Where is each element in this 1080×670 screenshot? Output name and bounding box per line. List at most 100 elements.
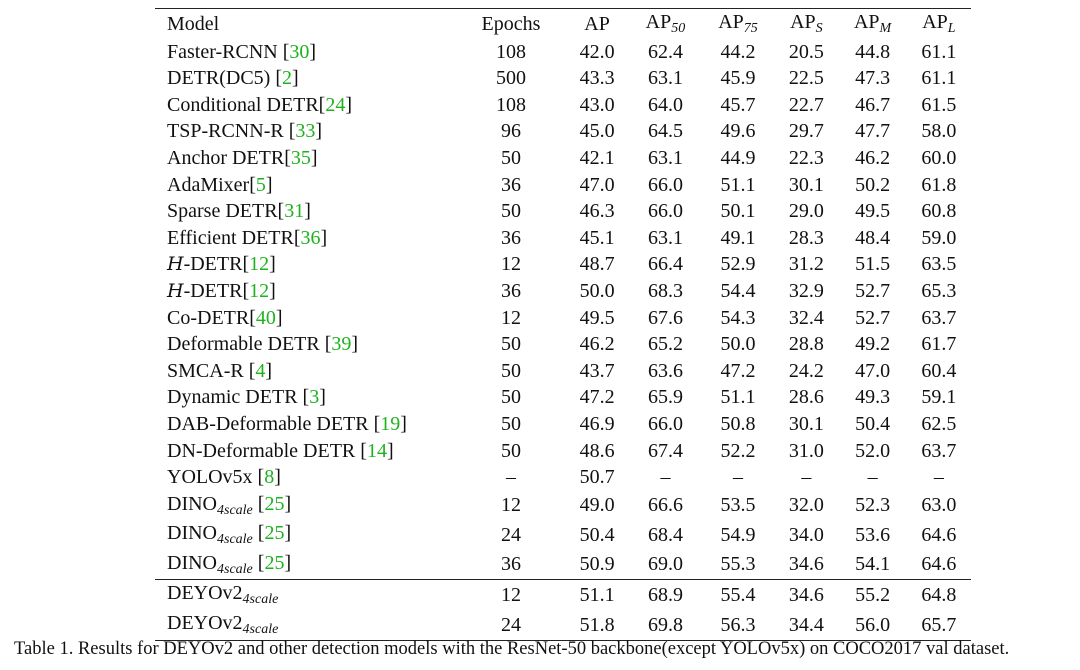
model-name: Sparse DETR [167, 200, 278, 223]
ap75-cell: 54.3 [720, 306, 756, 329]
apm-cell: 50.4 [855, 412, 891, 435]
table-row: Conditional DETR[24] 108 43.0 64.0 45.7 22.7 4… [155, 92, 971, 119]
apl-cell: – [933, 466, 944, 489]
model-name: DETR(DC5) [167, 67, 271, 90]
citation-link[interactable]: 2 [282, 67, 292, 90]
column-header-label: AP [645, 11, 672, 33]
ap75-cell: 52.2 [720, 439, 756, 462]
citation-link[interactable]: 35 [290, 146, 311, 169]
citation-link[interactable]: 5 [255, 173, 266, 196]
citation-link[interactable]: 12 [249, 253, 270, 276]
citation-link[interactable]: 40 [255, 306, 276, 329]
ap-cell: 43.0 [579, 93, 615, 116]
aps-cell: 34.6 [788, 583, 824, 606]
model-name-cell: DETR(DC5) [2] [155, 65, 457, 92]
apl-cell: 64.6 [921, 553, 957, 576]
table-row: SMCA-R [4] 50 43.7 63.6 47.2 24.2 47.0 60.4 [155, 358, 971, 385]
apm-cell: 54.1 [855, 553, 891, 576]
citation-link[interactable]: 12 [249, 279, 270, 302]
table-body: Faster-RCNN [30] 108 42.0 62.4 44.2 20.5 44.8 6… [155, 39, 971, 580]
ap75-cell: 45.7 [720, 93, 756, 116]
aps-cell: 28.6 [788, 386, 824, 409]
epochs-cell: 50 [500, 439, 521, 462]
model-name: -DETR [183, 253, 243, 276]
ap75-cell: 52.9 [720, 253, 756, 276]
model-name-cell: Co-DETR[40] [155, 305, 457, 332]
citation-link[interactable]: 36 [300, 226, 321, 249]
citation-link[interactable]: 39 [331, 333, 352, 356]
ap-cell: 51.8 [579, 613, 615, 636]
model-name-subscript: 4scale [217, 561, 253, 577]
epochs-cell: 24 [500, 523, 521, 546]
column-header-subscript: L [947, 21, 956, 36]
ap50-cell: 67.4 [647, 439, 683, 462]
citation-link[interactable]: 31 [284, 200, 305, 223]
column-header: APS [774, 9, 838, 39]
table-row: Faster-RCNN [30] 108 42.0 62.4 44.2 20.5 44.8 6… [155, 39, 971, 66]
model-name-cell: Deformable DETR [39] [155, 331, 457, 358]
model-name-subscript: 4scale [242, 622, 279, 638]
model-name-cell: Faster-RCNN [30] [155, 39, 457, 66]
citation-link[interactable]: 25 [264, 522, 285, 545]
ap50-cell: 65.2 [647, 333, 683, 356]
citation-link[interactable]: 14 [366, 439, 387, 462]
citation-link[interactable]: 30 [289, 40, 310, 63]
citation-link[interactable]: 19 [380, 412, 401, 435]
aps-cell: 34.0 [788, 523, 824, 546]
apm-cell: 49.3 [855, 386, 891, 409]
ap-cell: 51.1 [579, 583, 615, 606]
citation-link[interactable]: 8 [264, 466, 275, 489]
citation-link[interactable]: 24 [325, 93, 346, 116]
model-name: Efficient DETR [167, 226, 294, 249]
citation-link[interactable]: 3 [309, 386, 320, 409]
ap75-cell: 53.5 [720, 494, 756, 517]
ap50-cell: 66.0 [647, 412, 683, 435]
citation: [3] [302, 386, 326, 409]
ap75-cell: 51.1 [720, 173, 756, 196]
apl-cell: 61.8 [921, 173, 957, 196]
epochs-cell: 50 [500, 359, 521, 382]
apl-cell: 63.7 [921, 306, 957, 329]
citation-link[interactable]: 4 [255, 359, 266, 382]
model-name: YOLOv5x [167, 466, 253, 489]
table-row: DN-Deformable DETR [14] 50 48.6 67.4 52.2 31.… [155, 438, 971, 465]
citation: [40] [249, 306, 283, 329]
ap75-cell: 55.3 [720, 553, 756, 576]
model-name-cell: DN-Deformable DETR [14] [155, 438, 457, 465]
model-name-cell: DEYOv24scale [155, 610, 457, 640]
ap-cell: 46.2 [579, 333, 615, 356]
column-header-label: AP [718, 11, 744, 33]
apm-cell: 47.0 [855, 359, 891, 382]
ap50-cell: 63.1 [647, 226, 683, 249]
epochs-cell: 108 [495, 40, 526, 63]
ap50-cell: 67.6 [647, 306, 683, 329]
aps-cell: 28.3 [788, 226, 824, 249]
column-header-label: AP [790, 11, 816, 33]
aps-cell: 22.3 [788, 146, 824, 169]
column-header-subscript: 50 [671, 21, 686, 36]
citation: [30] [282, 40, 317, 63]
model-name-cell: Conditional DETR[24] [155, 92, 457, 119]
citation: [25] [257, 492, 292, 515]
ap-cell: 47.2 [579, 386, 615, 409]
ap-cell: 46.9 [579, 412, 615, 435]
model-name: DAB-Deformable DETR [167, 412, 369, 435]
ap75-cell: – [733, 466, 743, 489]
column-header-subscript: 75 [743, 21, 758, 36]
epochs-cell: – [505, 466, 516, 489]
model-name-cell: H-DETR[12] [155, 278, 457, 305]
citation-link[interactable]: 25 [264, 551, 285, 574]
ap50-cell: 68.4 [647, 523, 683, 546]
ap50-cell: 66.0 [647, 200, 683, 223]
apl-cell: 61.7 [921, 333, 957, 356]
model-name-cell: DINO4scale [25] [155, 550, 457, 580]
column-header: AP50 [629, 9, 702, 39]
ap50-cell: 63.6 [647, 359, 683, 382]
citation-link[interactable]: 33 [295, 120, 316, 143]
apl-cell: 60.4 [921, 359, 957, 382]
citation: [4] [248, 359, 273, 382]
epochs-cell: 50 [500, 146, 521, 169]
ap75-cell: 49.1 [720, 226, 756, 249]
ap75-cell: 44.9 [720, 146, 756, 169]
citation-link[interactable]: 25 [264, 492, 285, 515]
